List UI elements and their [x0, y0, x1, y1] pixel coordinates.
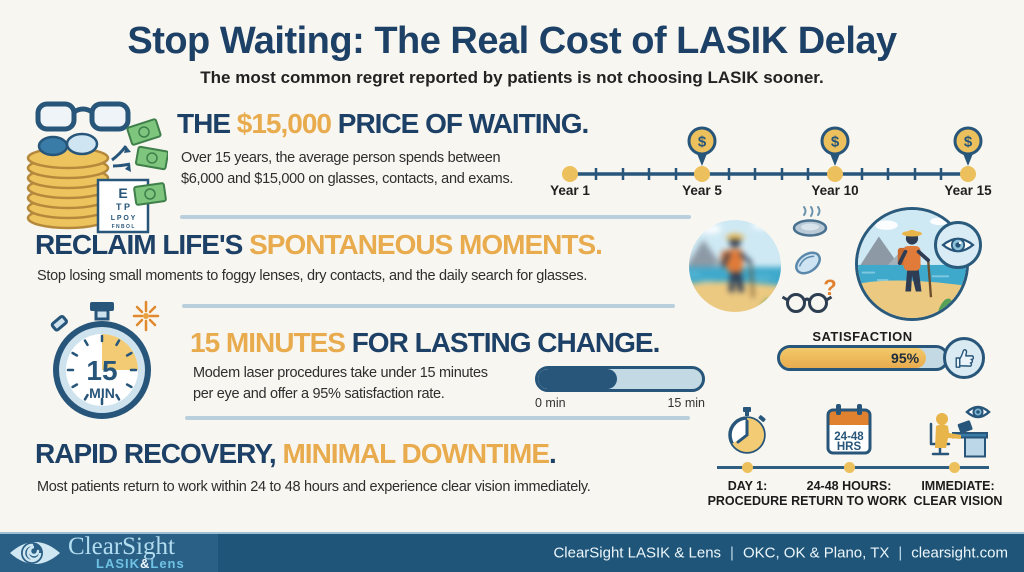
procedure-heading-highlight: 15 MINUTES	[190, 327, 352, 358]
calendar-icon: 24-48 HRS	[826, 404, 872, 455]
procedure-heading-post: FOR LASTING CHANGE.	[351, 327, 661, 358]
timeline-label: Year 15	[944, 183, 992, 198]
svg-text:$: $	[964, 134, 973, 151]
timeline-dot	[949, 462, 960, 473]
footer-company: ClearSight LASIK & Lens	[553, 544, 722, 562]
thumbs-up-badge	[943, 337, 985, 379]
clearsight-eye-logo-icon	[10, 542, 60, 564]
foggy-lens-contact-glasses-icons: ?	[781, 206, 837, 313]
svg-text:$: $	[831, 134, 840, 151]
price-body-line2: $6,000 and $15,000 on glasses, contacts,…	[181, 171, 514, 187]
recovery-heading: RAPID RECOVERY, MINIMAL DOWNTIME.	[35, 438, 557, 470]
footer-info: ClearSight LASIK & Lens | OKC, OK & Plano,…	[553, 545, 1008, 562]
glasses-question-icon: ?	[781, 275, 837, 313]
price-heading-pre: THE	[177, 108, 237, 139]
satisfaction-label: SATISFACTION	[812, 329, 913, 344]
recovery-step: DAY 1: PROCEDURE	[700, 479, 795, 509]
timeline-label: Year 10	[811, 183, 858, 198]
timeline-dot	[844, 462, 855, 473]
step-line1: IMMEDIATE:	[921, 479, 995, 493]
eye-chart-row: L P O Y	[111, 215, 136, 222]
price-body: Over 15 years, the average person spends…	[181, 148, 513, 190]
logo-name: ClearSight	[68, 532, 175, 560]
price-body-line1: Over 15 years, the average person spends…	[181, 150, 501, 166]
blurry-vision-photo	[689, 220, 781, 312]
procedure-body-line2: per eye and offer a 95% satisfaction rat…	[193, 386, 445, 402]
timeline-label: Year 1	[550, 183, 590, 198]
step-line2: CLEAR VISION	[913, 494, 1003, 508]
procedure-body-line1: Modem laser procedures take under 15 min…	[193, 365, 488, 381]
thumbs-up-icon	[955, 349, 975, 368]
step-line1: 24-48 HOURS:	[806, 479, 892, 493]
duration-bar-track	[535, 366, 705, 392]
page-subtitle: The most common regret reported by patie…	[200, 68, 824, 87]
svg-text:$: $	[698, 134, 707, 151]
calendar-badge-line1: 24-48	[834, 431, 864, 443]
spark-icon	[132, 300, 160, 332]
timeline-dot	[742, 462, 753, 473]
stopwatch-icon	[728, 407, 766, 454]
satisfaction-bar: 95%	[777, 345, 949, 371]
timeline-label: Year 5	[682, 183, 722, 198]
footer-bar: ClearSight LASIK&Lens ClearSight LASIK &…	[0, 532, 1024, 572]
recovery-heading-pre: RAPID RECOVERY,	[35, 438, 283, 469]
stopwatch-value: 15	[86, 355, 117, 386]
eye-icon	[965, 405, 991, 419]
satisfaction-value: 95%	[891, 350, 920, 366]
eye-icon	[941, 237, 975, 253]
footer-location: OKC, OK & Plano, TX	[742, 544, 890, 562]
price-heading: THE $15,000 PRICE OF WAITING.	[177, 108, 590, 140]
cost-timeline: $ $ $ Year 1 Year 5 Year 10 Year 15	[550, 126, 992, 198]
separator: |	[730, 544, 734, 562]
recovery-heading-post: .	[549, 438, 557, 469]
recovery-step: IMMEDIATE: CLEAR VISION	[900, 479, 1016, 509]
price-heading-highlight: $15,000	[236, 108, 332, 139]
price-heading-post: PRICE OF WAITING.	[331, 108, 590, 139]
eye-chart-row: F N B O L	[112, 224, 135, 230]
clear-eye-badge	[934, 221, 982, 269]
page-title: Stop Waiting: The Real Cost of LASIK Del…	[127, 20, 897, 62]
step-line2: PROCEDURE	[707, 494, 788, 508]
foggy-lens-icon	[792, 206, 828, 237]
moments-heading-pre: RECLAIM LIFE'S	[35, 229, 250, 260]
glasses-coins-money-icon: E T P L P O Y F N B O L	[26, 101, 168, 234]
section-divider	[180, 215, 691, 219]
contact-lens-icon	[795, 251, 821, 275]
duration-end-label: 15 min	[667, 396, 705, 410]
separator: |	[898, 544, 903, 562]
procedure-heading: 15 MINUTES FOR LASTING CHANGE.	[190, 327, 661, 359]
footer-website: clearsight.com	[911, 544, 1008, 562]
duration-bar: 0 min 15 min	[535, 366, 705, 410]
dollar-pin-icon: $	[820, 126, 850, 166]
duration-bar-fill	[538, 369, 617, 389]
question-mark: ?	[823, 275, 836, 300]
step-line2: RETURN TO WORK	[791, 494, 907, 508]
calendar-badge-line2: HRS	[837, 441, 862, 453]
money-bills-icon	[111, 118, 168, 206]
dollar-pin-icon: $	[953, 126, 983, 166]
clearsight-logo: ClearSight LASIK&Lens	[0, 534, 218, 572]
stopwatch-15min-icon: 15 MIN	[50, 300, 160, 419]
duration-start-label: 0 min	[535, 396, 566, 410]
recovery-step: 24-48 HOURS: RETURN TO WORK	[786, 479, 912, 509]
recovery-heading-highlight: MINIMAL DOWNTIME	[282, 438, 550, 469]
satisfaction-bar-fill: 95%	[780, 348, 927, 368]
moments-heading-highlight: SPONTANEOUS MOMENTS.	[249, 229, 603, 260]
eye-chart-row: E	[118, 185, 127, 201]
desk-worker-eye-icon	[929, 405, 991, 458]
logo-subtitle: LASIK&Lens	[96, 555, 185, 571]
recovery-body: Most patients return to work within 24 t…	[37, 479, 591, 495]
procedure-body: Modem laser procedures take under 15 min…	[193, 363, 488, 405]
stopwatch-unit: MIN	[89, 385, 115, 401]
section-divider	[185, 416, 690, 420]
moments-body: Stop losing small moments to foggy lense…	[37, 268, 588, 284]
moments-heading: RECLAIM LIFE'S SPONTANEOUS MOMENTS.	[35, 229, 603, 261]
dollar-pin-icon: $	[687, 126, 717, 166]
section-divider	[182, 304, 675, 308]
eye-chart-row: T P	[116, 202, 130, 212]
step-line1: DAY 1:	[727, 479, 768, 493]
